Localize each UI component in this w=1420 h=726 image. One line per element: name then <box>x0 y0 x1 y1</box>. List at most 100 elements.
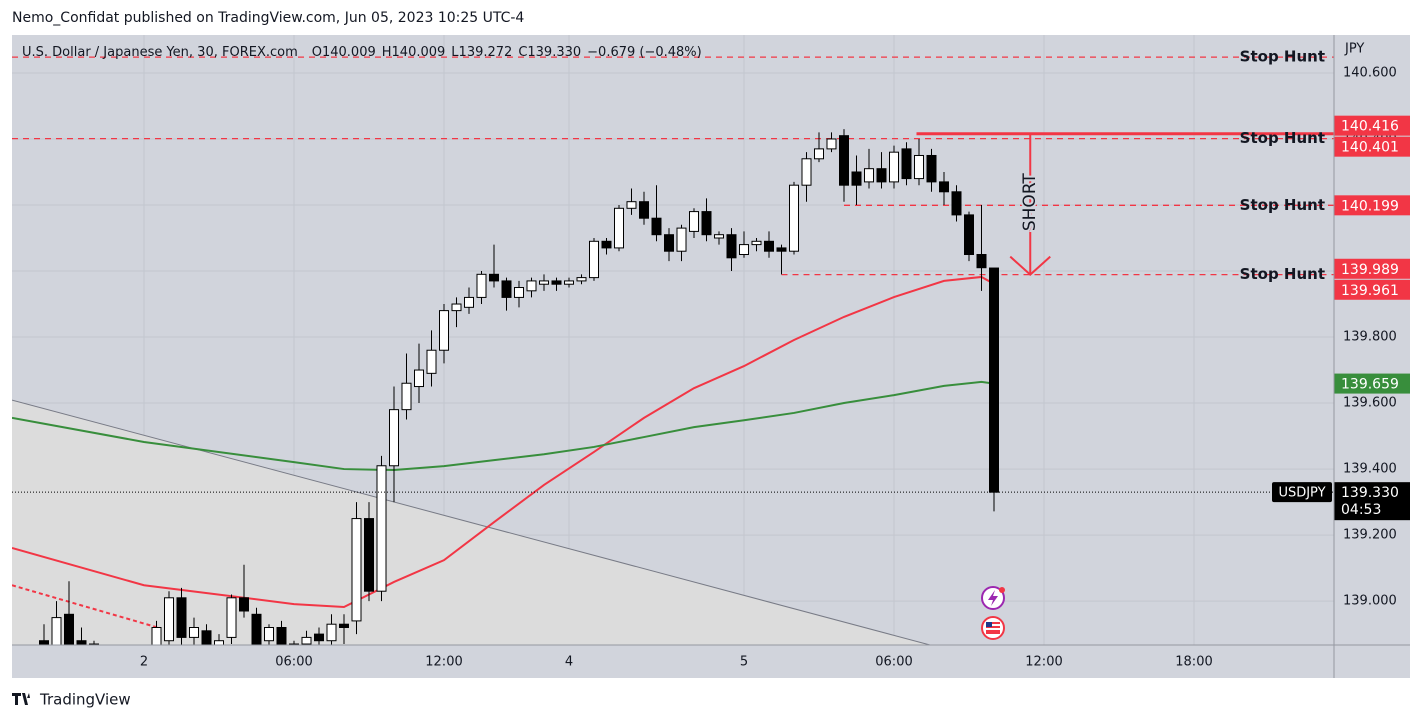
candle-body <box>176 597 187 638</box>
price-tag-label: 140.416 <box>1341 119 1399 135</box>
candle-body <box>464 296 474 308</box>
y-tick-label: 139.000 <box>1343 594 1397 609</box>
candle-body <box>951 191 962 216</box>
candle-body <box>364 518 374 592</box>
x-tick-label: 12:00 <box>425 655 462 670</box>
candle-body <box>701 211 712 236</box>
candle-body <box>901 148 912 180</box>
candle-body <box>776 247 787 252</box>
bolt <box>988 590 998 606</box>
header: Nemo_Confidat published on TradingView.c… <box>12 10 524 26</box>
y-tick-label: 139.600 <box>1343 396 1397 411</box>
overlay: 139.000 139.200 139.400 139.600 139.800 140.0… <box>140 42 1410 670</box>
stop-hunt-label: Stop Hunt <box>1240 48 1325 66</box>
x-tick-label: 06:00 <box>275 655 312 670</box>
candle-body <box>626 201 637 209</box>
candle-body <box>264 627 274 642</box>
candle-body <box>814 148 824 160</box>
last-price-tag <box>1334 482 1410 521</box>
price-tag-label: 139.659 <box>1341 377 1399 393</box>
moving-average <box>12 275 995 609</box>
price-tag-label: 140.401 <box>1341 140 1399 156</box>
x-tick-label: 2 <box>140 655 148 670</box>
price-tag <box>1334 373 1410 394</box>
candle-body <box>351 518 362 622</box>
candle-body <box>276 627 287 645</box>
candle-body <box>551 280 562 285</box>
candle-body <box>589 240 599 279</box>
candle-body <box>489 273 499 282</box>
candle-body <box>664 234 674 252</box>
candle-body <box>739 244 749 256</box>
legend-key: C <box>518 45 527 60</box>
legend-title: U.S. Dollar / Japanese Yen, 30, FOREX.co… <box>22 45 298 60</box>
candle-body <box>514 287 524 298</box>
candle-body <box>726 234 737 259</box>
candle-body <box>576 277 587 282</box>
candle-body <box>889 151 899 183</box>
candle-body <box>926 154 937 183</box>
candle-body <box>476 273 487 298</box>
candle-body <box>864 168 874 183</box>
candle-body <box>914 154 924 180</box>
y-tick-label: 139.400 <box>1343 462 1397 477</box>
plot <box>12 35 1334 645</box>
candle-body <box>326 623 337 642</box>
legend-value: 140.009 <box>322 45 376 60</box>
candle-body <box>851 171 862 186</box>
candle-body <box>376 465 387 592</box>
short-arrowhead <box>1009 255 1051 276</box>
symbol-label: USDJPY <box>1278 486 1325 501</box>
candle-body <box>789 184 799 252</box>
short-label: SHORT <box>1020 173 1040 232</box>
candle-body <box>501 280 512 298</box>
candle-body <box>401 382 412 411</box>
x-tick-label: 4 <box>565 655 573 670</box>
footer: TradingView <box>39 691 131 709</box>
x-tick-label: 12:00 <box>1025 655 1062 670</box>
candle-body <box>801 158 812 186</box>
price-tag-label: 140.199 <box>1341 198 1399 214</box>
x-tick-label: 18:00 <box>1175 655 1212 670</box>
candle-body <box>64 613 74 645</box>
candle-body <box>676 227 687 252</box>
stop-hunt-label: Stop Hunt <box>1240 129 1325 147</box>
candle-body <box>51 617 62 645</box>
candle-body <box>239 597 249 612</box>
dashed-trend <box>12 584 161 630</box>
candle-body <box>539 280 549 285</box>
price-tag <box>1334 195 1410 216</box>
price-tag <box>1334 115 1410 136</box>
candle-body <box>601 240 612 249</box>
price-tag <box>1334 279 1410 300</box>
candle-body <box>526 280 537 292</box>
candle-body <box>964 214 974 256</box>
candle-body <box>339 623 349 629</box>
candle-body <box>976 254 987 269</box>
candle-body <box>314 633 324 642</box>
countdown: 04:53 <box>1341 502 1381 518</box>
candle-body <box>439 310 449 351</box>
candle-body <box>651 217 662 236</box>
candle-body <box>876 168 887 183</box>
price-tag <box>1334 136 1410 157</box>
candle-body <box>389 409 399 467</box>
candle-body <box>301 636 312 645</box>
candle-body <box>226 597 237 638</box>
candle-body <box>639 201 649 219</box>
moving-average <box>12 380 995 472</box>
dot <box>999 587 1005 593</box>
legend-key: O <box>312 45 322 60</box>
candle-body <box>164 597 174 642</box>
event-icons <box>981 586 1005 640</box>
y-tick-label: 140.600 <box>1343 65 1397 80</box>
price-tag <box>1334 258 1410 279</box>
price-tag-label: 139.989 <box>1341 262 1399 278</box>
stop-hunt-label: Stop Hunt <box>1240 196 1325 214</box>
y-unit: JPY <box>1344 42 1364 57</box>
legend-key: L <box>451 45 459 60</box>
y-tick-label: 139.200 <box>1343 528 1397 543</box>
legend-change: −0.679 (−0.48%) <box>587 45 702 60</box>
candle-body <box>251 613 262 645</box>
